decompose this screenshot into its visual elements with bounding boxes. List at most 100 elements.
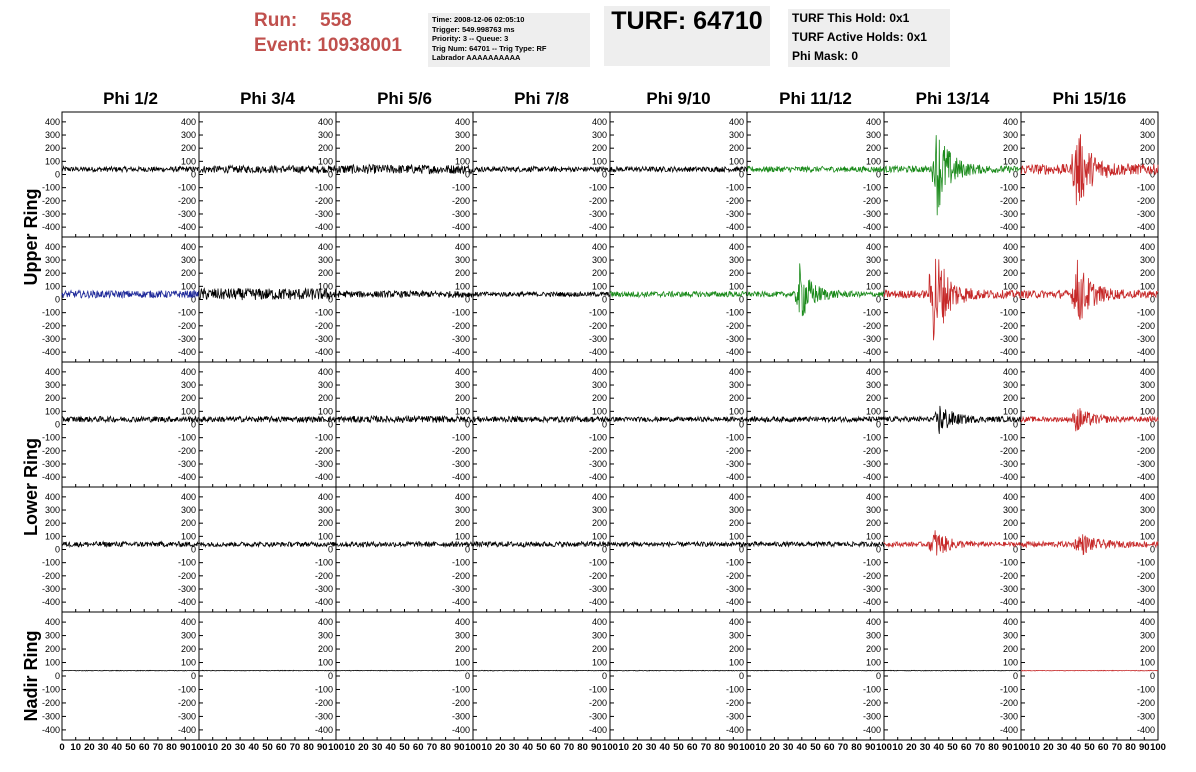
y-tick-label: 200: [181, 644, 196, 654]
y-tick-label: -100: [1000, 558, 1018, 568]
y-tick-label: -200: [452, 321, 470, 331]
y-tick-label: 0: [465, 295, 470, 305]
x-tick-label: 100: [328, 742, 344, 753]
waveform-trace: [198, 415, 337, 424]
ring-label: Upper Ring: [21, 189, 41, 286]
waveform-trace: [1020, 134, 1159, 206]
y-tick-label: -400: [726, 597, 744, 607]
y-tick-label: -300: [863, 711, 881, 721]
x-tick-label: 90: [317, 742, 328, 753]
y-tick-label: -400: [1137, 472, 1155, 482]
y-tick-label: 0: [1150, 545, 1155, 555]
x-tick-label: 10: [618, 742, 629, 753]
y-tick-label: 400: [455, 492, 470, 502]
y-tick-label: -100: [315, 558, 333, 568]
turf-hold-box: TURF This Hold: 0x1 TURF Active Holds: 0…: [788, 9, 950, 67]
y-tick-label: -400: [1000, 725, 1018, 735]
y-tick-label: -100: [589, 183, 607, 193]
y-tick-label: -400: [863, 347, 881, 357]
y-tick-label: -200: [178, 196, 196, 206]
x-tick-label: 20: [495, 742, 506, 753]
y-tick-label: -200: [726, 446, 744, 456]
y-tick-label: -400: [863, 597, 881, 607]
y-tick-label: -300: [589, 209, 607, 219]
y-tick-label: 300: [318, 505, 333, 515]
y-tick-label: 100: [729, 531, 744, 541]
y-tick-label: -300: [42, 209, 60, 219]
y-tick-label: 400: [455, 367, 470, 377]
waveform-trace: [746, 165, 885, 174]
y-tick-label: 400: [1140, 242, 1155, 252]
y-tick-label: -300: [1137, 209, 1155, 219]
y-tick-label: -400: [726, 472, 744, 482]
y-tick-label: 400: [729, 617, 744, 627]
y-tick-label: -100: [42, 433, 60, 443]
y-tick-label: 200: [592, 143, 607, 153]
waveform-trace: [883, 669, 1022, 672]
y-tick-label: 300: [866, 380, 881, 390]
y-tick-label: 0: [602, 545, 607, 555]
y-tick-label: 100: [181, 406, 196, 416]
y-tick-label: -200: [726, 196, 744, 206]
y-tick-label: -300: [178, 584, 196, 594]
x-tick-label: 40: [797, 742, 808, 753]
y-tick-label: 100: [45, 406, 60, 416]
y-tick-label: 200: [45, 644, 60, 654]
waveform-trace: [1020, 669, 1159, 672]
y-tick-label: 200: [1003, 518, 1018, 528]
y-tick-label: -300: [42, 584, 60, 594]
y-tick-label: -100: [42, 183, 60, 193]
y-tick-label: -100: [178, 433, 196, 443]
y-tick-label: 300: [455, 505, 470, 515]
y-tick-label: 300: [1140, 130, 1155, 140]
y-tick-label: 400: [318, 617, 333, 627]
y-tick-label: 0: [739, 671, 744, 681]
y-tick-label: 200: [592, 268, 607, 278]
y-tick-label: 0: [876, 545, 881, 555]
x-tick-label: 90: [454, 742, 465, 753]
y-tick-label: -200: [1137, 571, 1155, 581]
x-tick-label: 80: [303, 742, 314, 753]
y-tick-label: -200: [1137, 446, 1155, 456]
y-tick-label: 400: [1003, 117, 1018, 127]
y-tick-label: 0: [1013, 420, 1018, 430]
y-tick-label: -100: [589, 684, 607, 694]
column-header: Phi 11/12: [779, 89, 852, 108]
y-tick-label: -100: [452, 183, 470, 193]
x-tick-label: 70: [153, 742, 164, 753]
waveform-trace: [336, 669, 474, 672]
y-tick-label: -200: [1000, 321, 1018, 331]
y-tick-label: -400: [1137, 597, 1155, 607]
x-tick-label: 70: [838, 742, 849, 753]
y-tick-label: 300: [1003, 505, 1018, 515]
y-tick-label: 300: [1003, 631, 1018, 641]
y-tick-label: 300: [592, 130, 607, 140]
y-tick-label: 300: [1003, 380, 1018, 390]
x-tick-label: 100: [876, 742, 892, 753]
y-tick-label: 0: [1013, 671, 1018, 681]
y-tick-label: -300: [726, 209, 744, 219]
x-tick-label: 10: [70, 742, 81, 753]
waveform-trace: [61, 289, 200, 299]
y-tick-label: 200: [729, 143, 744, 153]
x-tick-label: 60: [276, 742, 287, 753]
y-tick-label: 300: [181, 380, 196, 390]
x-tick-label: 80: [440, 742, 451, 753]
y-tick-label: 0: [55, 420, 60, 430]
y-tick-label: -100: [589, 558, 607, 568]
y-tick-label: 200: [455, 644, 470, 654]
y-tick-label: -100: [589, 308, 607, 318]
y-tick-label: 300: [729, 130, 744, 140]
y-tick-label: 100: [318, 531, 333, 541]
y-tick-label: 0: [876, 295, 881, 305]
y-tick-label: 200: [455, 268, 470, 278]
y-tick-label: -100: [42, 308, 60, 318]
y-tick-label: -300: [726, 711, 744, 721]
y-tick-label: 0: [191, 170, 196, 180]
y-tick-label: -400: [1137, 725, 1155, 735]
info-trig-num: Trig Num: 64701 -- Trig Type: RF: [432, 43, 547, 53]
y-tick-label: -400: [42, 597, 60, 607]
y-tick-label: -400: [726, 222, 744, 232]
y-tick-label: 0: [328, 545, 333, 555]
